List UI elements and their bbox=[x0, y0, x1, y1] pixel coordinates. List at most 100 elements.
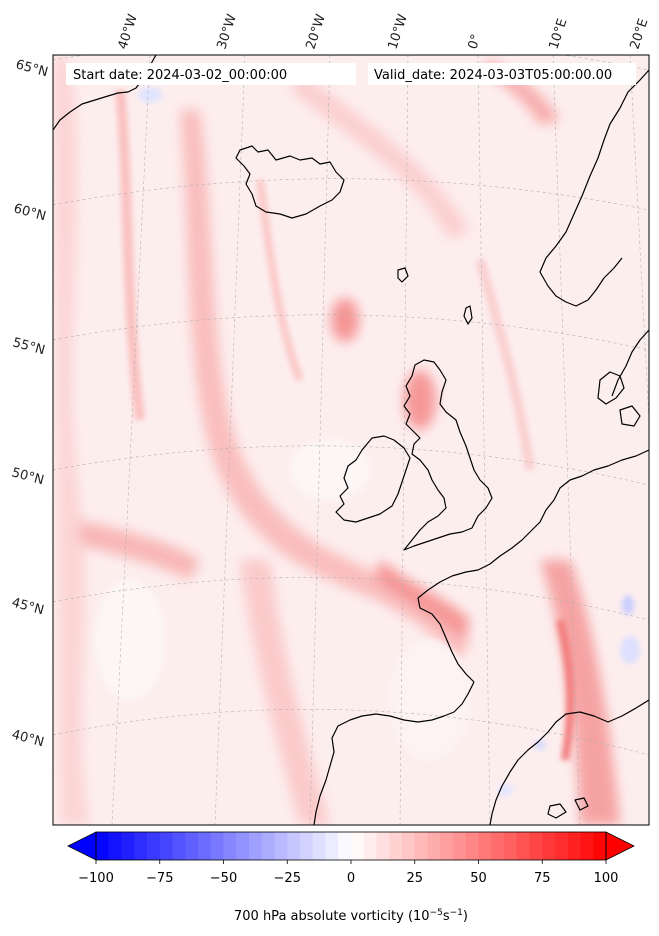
colorbar-cell bbox=[300, 832, 314, 860]
colorbar-tick-label: −100 bbox=[78, 871, 114, 886]
colorbar-cell bbox=[389, 832, 403, 860]
coast-sardinia bbox=[574, 797, 589, 811]
meridian-30w bbox=[214, 55, 246, 825]
field-neutral-2 bbox=[290, 440, 370, 500]
colorbar-cell bbox=[491, 832, 505, 860]
lon-label-40w: 40°W bbox=[116, 12, 141, 51]
colorbar-label-exp1: −5 bbox=[430, 908, 443, 918]
colorbar-cell bbox=[96, 832, 110, 860]
colorbar-tick-label: −50 bbox=[210, 871, 237, 886]
field-blob-mid-atlantic bbox=[80, 520, 200, 580]
colorbar-cell bbox=[580, 832, 594, 860]
colorbar-tick-label: −75 bbox=[146, 871, 173, 886]
lat-label-45n: 45°N bbox=[10, 595, 46, 618]
field-scotland-max bbox=[404, 370, 436, 430]
lat-label-50n: 50°N bbox=[10, 465, 46, 488]
map-panel: Start date: 2024-03-02_00:00:00 Valid_da… bbox=[10, 12, 652, 826]
colorbar-label-exp2: −1 bbox=[450, 908, 463, 918]
field-band-west bbox=[53, 55, 90, 825]
meridian-0 bbox=[477, 55, 491, 825]
colorbar-label-main: 700 hPa absolute vorticity (10 bbox=[234, 909, 430, 924]
parallel-40n bbox=[53, 709, 649, 756]
colorbar-cell bbox=[529, 832, 543, 860]
colorbar: −100 −75 −50 −25 0 25 50 75 100 700 hPa absolute… bbox=[67, 831, 635, 924]
start-date-box bbox=[66, 63, 356, 85]
colorbar-cell bbox=[338, 832, 352, 860]
field-filament-1 bbox=[115, 89, 145, 421]
lat-label-60n: 60°N bbox=[12, 201, 48, 224]
lon-label-0: 0° bbox=[466, 33, 485, 52]
colorbar-label-mid: s bbox=[443, 909, 450, 924]
meridian-10e bbox=[552, 55, 581, 825]
colorbar-cell bbox=[312, 832, 326, 860]
coast-faroe bbox=[397, 267, 409, 283]
colorbar-cell bbox=[465, 832, 479, 860]
colorbar-cells bbox=[96, 832, 607, 860]
meridian-40w bbox=[111, 55, 151, 825]
coast-norway bbox=[539, 69, 649, 307]
colorbar-tick-label: 75 bbox=[534, 871, 551, 886]
coast-balearic bbox=[547, 803, 567, 819]
field-negative-1 bbox=[622, 595, 634, 615]
parallel-45n bbox=[53, 577, 649, 621]
colorbar-cell bbox=[516, 832, 530, 860]
field-filament-2 bbox=[256, 179, 304, 382]
colorbar-extend-min bbox=[67, 831, 97, 861]
colorbar-cell bbox=[478, 832, 492, 860]
colorbar-cell bbox=[414, 832, 428, 860]
field-filament-4 bbox=[556, 619, 575, 761]
meridian-10w bbox=[399, 55, 409, 825]
field-neutral-1 bbox=[95, 580, 165, 700]
colorbar-cell bbox=[376, 832, 390, 860]
colorbar-cell bbox=[593, 832, 607, 860]
colorbar-cell bbox=[223, 832, 237, 860]
colorbar-cell bbox=[134, 832, 148, 860]
coast-great-britain bbox=[403, 359, 493, 551]
lat-label-55n: 55°N bbox=[11, 335, 47, 358]
colorbar-label: 700 hPa absolute vorticity (10−5s−1) bbox=[234, 908, 468, 924]
colorbar-cell bbox=[555, 832, 569, 860]
lon-labels: 40°W 30°W 20°W 10°W 0° 10°E 20°E bbox=[116, 12, 652, 51]
coast-shetland bbox=[463, 305, 473, 325]
lon-label-30w: 30°W bbox=[215, 12, 240, 51]
coast-iceland bbox=[235, 145, 345, 219]
colorbar-tick-label: 0 bbox=[347, 871, 355, 886]
colorbar-cell bbox=[504, 832, 518, 860]
field-negative-2 bbox=[534, 740, 546, 750]
meridian-20e bbox=[629, 55, 649, 427]
map-frame bbox=[52, 54, 650, 826]
colorbar-cell bbox=[121, 832, 135, 860]
field-negative-4 bbox=[620, 636, 640, 664]
coast-europe-north bbox=[451, 449, 649, 577]
coast-iberia bbox=[313, 681, 475, 825]
field-bay-biscay bbox=[375, 560, 470, 640]
header: Start date: 2024-03-02_00:00:00 Valid_da… bbox=[66, 63, 636, 85]
colorbar-cell bbox=[159, 832, 173, 860]
coast-sweden bbox=[611, 329, 649, 397]
field-band-south bbox=[240, 560, 330, 825]
valid-date: Valid_date: 2024-03-03T05:00:00.00 bbox=[374, 68, 612, 83]
field-background bbox=[53, 55, 649, 825]
lon-label-20e: 20°E bbox=[628, 17, 652, 51]
field-blob-north bbox=[290, 70, 470, 240]
colorbar-tick-label: 50 bbox=[470, 871, 487, 886]
colorbar-tick-label: 100 bbox=[594, 871, 619, 886]
colorbar-cell bbox=[261, 832, 275, 860]
lat-label-65n: 65°N bbox=[14, 57, 50, 80]
field-low-center bbox=[331, 298, 359, 342]
coastlines bbox=[53, 55, 649, 825]
lat-label-40n: 40°N bbox=[10, 727, 46, 750]
parallel-55n bbox=[53, 314, 649, 351]
colorbar-cell bbox=[325, 832, 339, 860]
colorbar-cell bbox=[287, 832, 301, 860]
colorbar-cell bbox=[198, 832, 212, 860]
colorbar-cell bbox=[147, 832, 161, 860]
field-filament-3 bbox=[475, 258, 535, 471]
lon-label-10w: 10°W bbox=[386, 12, 411, 51]
coast-denmark-islands bbox=[619, 405, 641, 427]
colorbar-cell bbox=[210, 832, 224, 860]
colorbar-cell bbox=[185, 832, 199, 860]
lon-label-20w: 20°W bbox=[304, 12, 329, 51]
colorbar-ticks: −100 −75 −50 −25 0 25 50 75 100 bbox=[78, 860, 618, 886]
valid-date-box bbox=[368, 63, 636, 85]
